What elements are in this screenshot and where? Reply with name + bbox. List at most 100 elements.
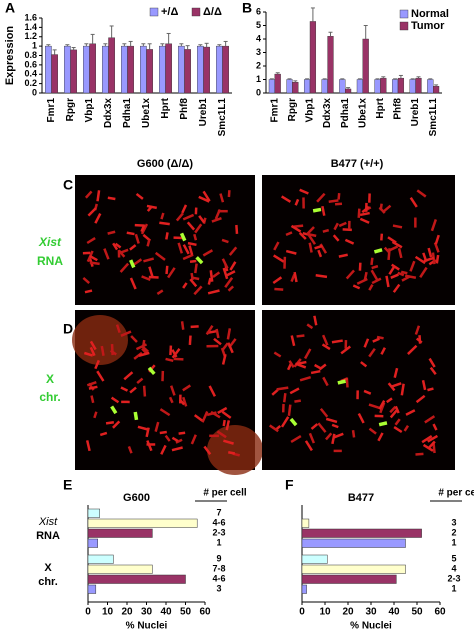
chromosome xyxy=(228,246,238,256)
chromosome xyxy=(212,271,221,279)
chromosome xyxy=(123,371,134,381)
chromosome xyxy=(383,246,390,253)
chromosome xyxy=(202,249,214,257)
bar xyxy=(87,538,98,548)
bar xyxy=(374,79,381,94)
chromosome xyxy=(89,254,98,262)
chromosome xyxy=(84,190,93,199)
row-label: X xyxy=(46,372,54,386)
chromosome xyxy=(134,233,140,244)
chromosome xyxy=(314,244,324,250)
chromosome xyxy=(173,357,184,361)
chromosome xyxy=(211,217,222,223)
y-tick-label: 1.6 xyxy=(24,12,37,22)
chromosome xyxy=(333,222,339,231)
chromosome xyxy=(385,275,390,288)
chromosome xyxy=(148,266,154,278)
chromosome xyxy=(372,337,380,343)
chromosome xyxy=(273,241,280,251)
chromosome xyxy=(294,399,302,403)
x-tick-label: Smc1L1 xyxy=(428,98,439,137)
chromosome xyxy=(409,260,416,272)
count-label: 1 xyxy=(451,538,456,548)
chromosome xyxy=(207,289,220,295)
green-signal xyxy=(147,366,156,376)
x-tick-label: 30 xyxy=(141,607,153,618)
y-tick-label: 0 xyxy=(32,87,37,97)
chromosome xyxy=(146,239,151,247)
chromosome xyxy=(391,263,400,271)
chromosome xyxy=(227,342,234,354)
chromosome xyxy=(175,438,183,444)
chromosome xyxy=(223,439,234,445)
count-label: 7 xyxy=(216,508,221,518)
bar xyxy=(301,528,422,538)
chromosome xyxy=(215,328,220,339)
chromosome xyxy=(401,275,411,282)
chromosome xyxy=(419,266,428,279)
green-signal xyxy=(133,411,139,421)
chromosome xyxy=(370,257,374,266)
chromosome xyxy=(188,335,192,346)
y-axis-label: Expression xyxy=(4,26,16,86)
count-header: # per cell xyxy=(203,488,247,499)
chromosome xyxy=(167,267,176,279)
chromosome xyxy=(347,220,351,230)
group-label: RNA xyxy=(36,530,60,542)
green-signal xyxy=(373,248,383,254)
chromosome xyxy=(159,221,170,226)
bar xyxy=(339,79,346,94)
chromosome xyxy=(394,405,400,414)
count-label: 2-3 xyxy=(212,528,225,538)
chromosome xyxy=(337,192,341,200)
group-label: chr. xyxy=(38,576,58,588)
chromosome xyxy=(188,245,194,256)
chromosome xyxy=(379,203,383,211)
bar xyxy=(433,86,440,94)
chromosome xyxy=(159,408,171,417)
chromosome xyxy=(388,265,396,275)
bar xyxy=(87,518,198,528)
chromosome xyxy=(127,445,133,454)
x-tick-label: 0 xyxy=(299,607,305,618)
x-tick-label: 40 xyxy=(388,607,400,618)
chromosome xyxy=(141,345,149,353)
bar xyxy=(303,79,311,94)
chromosome xyxy=(380,233,384,241)
count-label: 2 xyxy=(451,528,456,538)
chromosome xyxy=(368,284,374,291)
chromosome xyxy=(181,204,188,214)
chromosome xyxy=(414,255,426,265)
x-tick-label: Smc1L1 xyxy=(217,98,228,137)
chromosome xyxy=(331,433,336,445)
chromosome xyxy=(405,409,416,416)
x-tick-label: 10 xyxy=(319,607,331,618)
chromosome xyxy=(331,423,339,429)
panel-label: A xyxy=(5,0,15,16)
chromosome xyxy=(310,369,321,375)
x-axis-label: % Nuclei xyxy=(126,621,168,632)
chromosome xyxy=(165,357,174,363)
chromosome xyxy=(100,345,105,356)
chromosome xyxy=(424,415,436,424)
chromosome xyxy=(213,337,222,346)
chromosome xyxy=(393,367,399,378)
chromosome xyxy=(190,325,199,329)
chromosome xyxy=(273,254,285,263)
x-tick-label: 50 xyxy=(180,607,192,618)
chromosome xyxy=(360,361,368,368)
chromosome xyxy=(363,271,368,281)
chromosome xyxy=(371,264,379,270)
chromosome xyxy=(194,263,198,274)
legend-swatch xyxy=(399,21,409,31)
bar xyxy=(427,79,434,94)
panel-label: E xyxy=(63,477,72,493)
row-label: chr. xyxy=(39,390,60,404)
chromosome xyxy=(177,242,184,254)
y-tick-label: 6 xyxy=(256,6,261,16)
bar xyxy=(108,37,115,94)
nucleus xyxy=(207,425,263,475)
chromosome xyxy=(392,283,401,293)
nucleus xyxy=(72,315,128,365)
